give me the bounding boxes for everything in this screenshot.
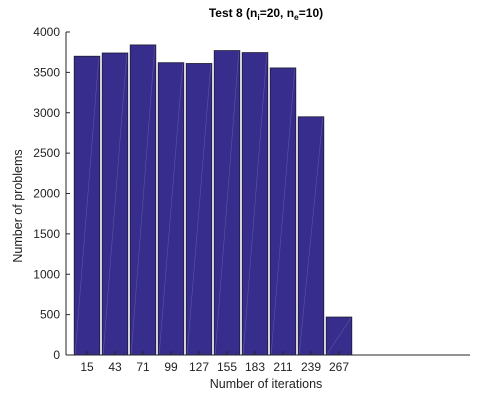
- y-tick-label-3000: 3000: [33, 106, 60, 120]
- x-ticks-group: 15 43 71 99 127 155 183 211 239 267: [80, 351, 349, 374]
- y-tick-label-0: 0: [53, 348, 60, 362]
- bars-group: [73, 44, 353, 356]
- chart-title: Test 8 (ni=20, ne=10): [209, 6, 323, 22]
- x-tick-label-183: 183: [245, 360, 265, 374]
- bar-diagonal-267: [326, 317, 352, 355]
- bar-diagonal-127: [186, 64, 212, 355]
- y-tick-label-3500: 3500: [33, 65, 60, 79]
- x-tick-label-15: 15: [80, 360, 94, 374]
- y-tick-label-2000: 2000: [33, 187, 60, 201]
- x-tick-label-155: 155: [217, 360, 237, 374]
- y-tick-label-4000: 4000: [33, 25, 60, 39]
- x-tick-label-211: 211: [273, 360, 292, 374]
- bar-diagonal-155: [214, 51, 240, 355]
- bar-diagonal-211: [270, 68, 296, 355]
- y-axis-title: Number of problems: [11, 149, 25, 262]
- y-tick-label-2500: 2500: [33, 146, 60, 160]
- bar-diagonal-15: [74, 57, 100, 355]
- bar-diagonal-71: [130, 45, 156, 355]
- x-tick-label-267: 267: [329, 360, 349, 374]
- x-tick-label-71: 71: [136, 360, 150, 374]
- bar-diagonal-239: [298, 117, 324, 355]
- y-tick-label-500: 500: [40, 308, 60, 322]
- y-ticks-group: 0 500 1000 1500 2000 2500 3000 3500 4000: [33, 25, 70, 362]
- x-axis-title: Number of iterations: [210, 377, 323, 391]
- y-tick-label-1500: 1500: [33, 227, 60, 241]
- x-tick-label-127: 127: [189, 360, 209, 374]
- x-tick-label-99: 99: [164, 360, 178, 374]
- bar-diagonal-43: [102, 53, 128, 355]
- x-tick-label-239: 239: [301, 360, 321, 374]
- x-tick-label-43: 43: [108, 360, 122, 374]
- bar-diagonal-183: [242, 53, 268, 355]
- bar-diagonal-99: [158, 63, 184, 355]
- y-tick-label-1000: 1000: [33, 267, 60, 281]
